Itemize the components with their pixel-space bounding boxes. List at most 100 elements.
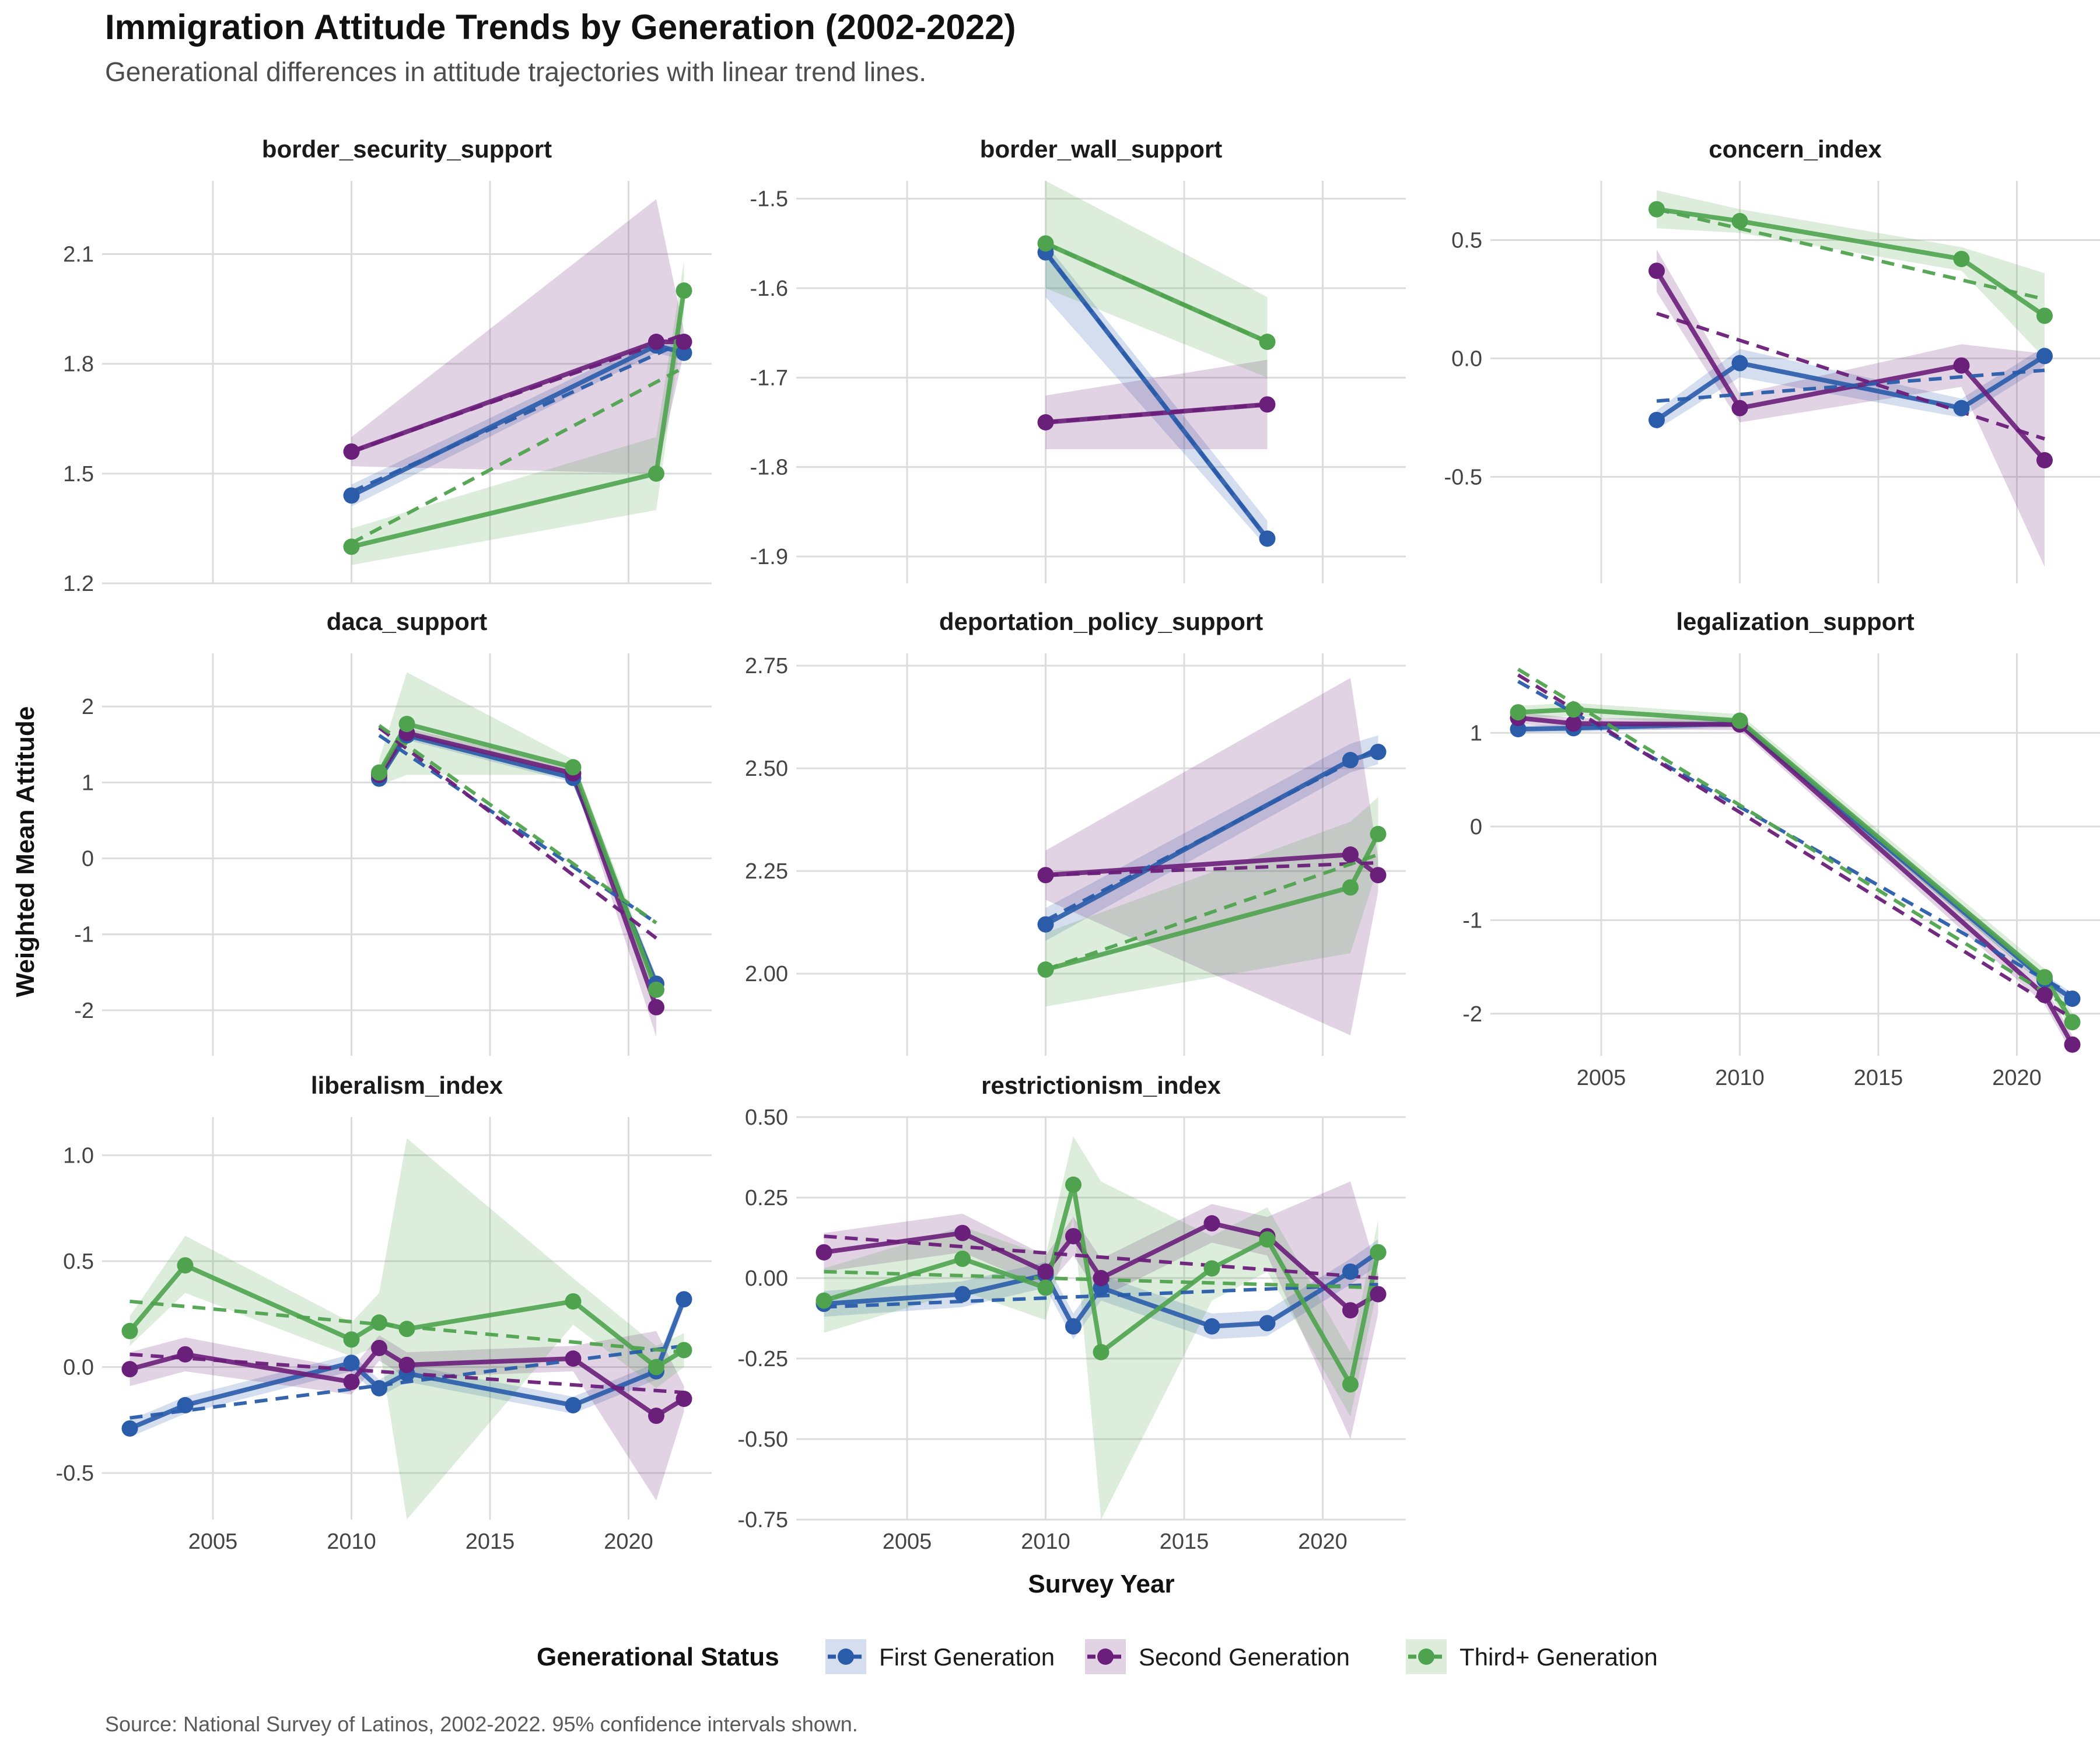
- x-tick-label: 2020: [604, 1530, 653, 1554]
- data-point: [2064, 991, 2081, 1007]
- panel-border-security-support: border_security_support 1.2 1.5 1.8 2.1: [63, 135, 712, 596]
- data-point: [1370, 1286, 1387, 1303]
- data-point: [1648, 411, 1665, 428]
- ci-ribbon: [1045, 181, 1268, 378]
- series-line: [129, 1345, 685, 1419]
- data-point: [676, 282, 692, 299]
- legend-key-point: [1097, 1648, 1114, 1665]
- y-tick-label: -0.5: [1444, 465, 1482, 489]
- data-point: [1342, 752, 1359, 769]
- data-point: [1037, 235, 1054, 252]
- data-point: [1342, 1376, 1359, 1393]
- y-tick-label: -1.9: [750, 545, 788, 569]
- data-point: [371, 1380, 387, 1396]
- panel-daca-support: daca_support -2 -1 0 1 2: [74, 608, 712, 1056]
- data-point: [1037, 961, 1054, 978]
- data-point: [676, 1342, 692, 1359]
- data-point: [1037, 1263, 1054, 1280]
- trend-line: [1656, 368, 2045, 403]
- y-tick-label: -1.7: [750, 366, 788, 390]
- y-tick-label: -0.75: [737, 1508, 788, 1532]
- series-line: [1656, 206, 2046, 318]
- x-tick-label: 2010: [1715, 1066, 1765, 1090]
- panel-title: liberalism_index: [311, 1072, 503, 1099]
- y-tick-label: 2.00: [745, 962, 788, 986]
- x-tick-label: 2015: [1160, 1530, 1209, 1554]
- ci-ribbon: [1045, 797, 1378, 1007]
- y-tick-label: -2: [1462, 1002, 1482, 1027]
- y-tick-label: -1: [74, 923, 94, 947]
- data-point: [371, 764, 387, 781]
- data-point: [2036, 986, 2053, 1003]
- data-point: [1648, 201, 1665, 218]
- ci-ribbon: [379, 672, 656, 1003]
- data-point: [1565, 701, 1582, 718]
- data-point: [1370, 825, 1387, 842]
- panel-title: deportation_policy_support: [939, 608, 1263, 635]
- data-point: [1731, 355, 1748, 372]
- trend-line: [1517, 673, 2074, 1020]
- data-point: [1037, 414, 1054, 430]
- data-point: [565, 759, 582, 776]
- y-tick-label: -1.6: [750, 276, 788, 301]
- data-point: [1342, 846, 1359, 863]
- y-tick-label: 2.25: [745, 859, 788, 884]
- data-point: [1203, 1318, 1220, 1335]
- data-point: [343, 443, 360, 460]
- trend-line: [378, 726, 657, 940]
- data-point: [648, 1408, 664, 1424]
- ci-ribbon: [351, 199, 684, 474]
- data-point: [1203, 1260, 1220, 1277]
- y-tick-label: 2.1: [63, 242, 94, 267]
- data-point: [565, 1350, 582, 1367]
- y-tick-label: 0.0: [63, 1356, 94, 1380]
- trend-line: [1656, 312, 2045, 441]
- y-tick-label: 1.0: [63, 1143, 94, 1168]
- y-tick-label: -0.50: [737, 1427, 788, 1452]
- data-point: [343, 538, 360, 555]
- data-point: [1731, 400, 1748, 416]
- ci-ribbon: [1045, 359, 1268, 449]
- ci-ribbon: [824, 1181, 1378, 1439]
- trend-line: [1045, 861, 1378, 877]
- panel-restrictionism-index: restrictionism_index -0.75 -0.50 -0.25 0.00 0…: [737, 1072, 1406, 1554]
- data-point: [1342, 1263, 1359, 1280]
- data-point: [2036, 307, 2053, 324]
- x-axis-title: Survey Year: [1028, 1570, 1174, 1598]
- series-line: [128, 1298, 687, 1431]
- data-point: [343, 487, 360, 504]
- data-point: [2064, 1036, 2081, 1053]
- data-point: [1731, 213, 1748, 229]
- ci-ribbon: [1657, 249, 2045, 567]
- series-line: [377, 730, 659, 1009]
- series-line: [1044, 241, 1269, 344]
- y-tick-label: -1.8: [750, 456, 788, 480]
- data-point: [121, 1361, 138, 1378]
- data-point: [2036, 348, 2053, 365]
- y-tick-label: 0.00: [745, 1266, 788, 1291]
- data-point: [2036, 452, 2053, 468]
- data-point: [1370, 743, 1387, 760]
- data-point: [1370, 1244, 1387, 1261]
- ci-ribbon: [1045, 735, 1378, 941]
- data-point: [1259, 1231, 1276, 1248]
- data-point: [121, 1322, 138, 1339]
- panel-concern-index: concern_index -0.5 0.0 0.5: [1444, 135, 2100, 583]
- panel-title: border_wall_support: [980, 135, 1222, 163]
- y-tick-label: -2: [74, 999, 94, 1023]
- ci-ribbon: [1045, 678, 1378, 1035]
- data-point: [676, 1391, 692, 1407]
- data-point: [343, 1354, 360, 1371]
- data-point: [816, 1292, 832, 1309]
- trend-line: [351, 332, 685, 454]
- data-point: [676, 1291, 692, 1308]
- y-tick-label: 0.0: [1451, 346, 1482, 371]
- trend-line: [1044, 251, 1269, 540]
- trend-line: [1656, 207, 2045, 301]
- legend: Generational Status First Generation Secon…: [537, 1639, 1658, 1674]
- panel-title: restrictionism_index: [981, 1072, 1221, 1099]
- x-tick-label: 2005: [883, 1530, 932, 1554]
- y-tick-label: -1.5: [750, 187, 788, 212]
- trend-line: [1517, 667, 2074, 1011]
- chart-subtitle: Generational differences in attitude tra…: [105, 57, 927, 87]
